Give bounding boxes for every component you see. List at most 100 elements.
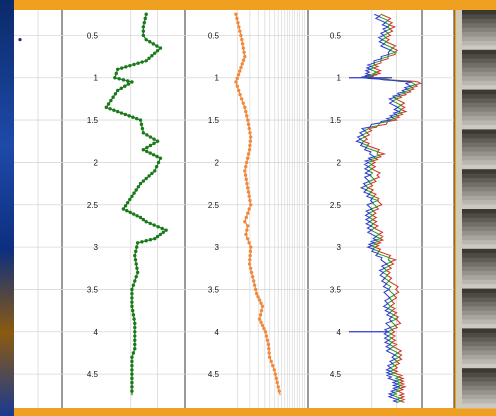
track1-point (244, 215, 248, 220)
track0-point (141, 148, 146, 152)
core-band (456, 301, 496, 307)
core-band (456, 107, 496, 113)
core-band (456, 209, 496, 214)
track0-point (148, 151, 152, 155)
track1-point (244, 177, 248, 182)
track0-point (106, 102, 111, 106)
core-band (456, 133, 496, 139)
core-band (456, 279, 496, 285)
track1-point (246, 122, 251, 127)
track1-point (244, 160, 249, 165)
track1-point (256, 295, 260, 299)
track1-point (249, 135, 253, 139)
track1-point (246, 118, 250, 122)
track1-point (234, 12, 238, 16)
core-band (456, 266, 496, 272)
track0-tick-label-1: 1 (94, 74, 99, 83)
track0-point (153, 169, 157, 173)
track1-point (247, 148, 252, 152)
track0-point (147, 174, 151, 178)
track0-point (152, 137, 156, 141)
track1-point (257, 317, 262, 321)
track0-point (144, 12, 148, 16)
track0-point (125, 200, 130, 205)
track1-point (243, 173, 248, 177)
core-band (456, 85, 496, 91)
core-band (456, 323, 496, 329)
core-band (456, 293, 496, 298)
core-band (456, 257, 496, 263)
track0-point (125, 79, 130, 83)
track1-point (246, 152, 251, 156)
core-band (456, 191, 496, 197)
track0-point (130, 194, 134, 198)
track0-point (132, 317, 136, 321)
core-band (456, 319, 496, 325)
track0-point (133, 253, 137, 258)
track1-point (260, 323, 265, 328)
core-scale-bar (456, 10, 462, 408)
core-band (456, 120, 496, 126)
track1-point (263, 330, 268, 334)
core-band (456, 186, 496, 192)
track0-point (128, 63, 132, 68)
track1-point (235, 76, 239, 81)
track1-tick-label-6: 3.5 (208, 285, 220, 294)
core-band (456, 226, 496, 232)
core-band (456, 297, 496, 303)
track0-tick-label-3: 2 (94, 158, 99, 167)
track1-point (248, 266, 253, 270)
track1-point (246, 190, 251, 194)
track1-point (248, 198, 252, 203)
track0-point (116, 67, 120, 71)
core-band (456, 147, 496, 153)
core-band (456, 32, 496, 38)
track1-point (247, 194, 251, 198)
track1-point (247, 126, 251, 131)
track0-point (133, 258, 138, 262)
core-band (456, 94, 496, 99)
track0-point (134, 275, 138, 279)
track0-point (117, 77, 121, 81)
track1-point (254, 291, 259, 296)
track0-point (135, 266, 139, 270)
track0-point (158, 232, 163, 237)
track0-point (123, 204, 128, 208)
track2-tick-label-8: 4.5 (330, 370, 342, 379)
track1-point (247, 207, 251, 211)
track0-point (141, 25, 146, 29)
core-band (456, 49, 496, 55)
track0-point (130, 287, 134, 292)
core-band (456, 284, 496, 290)
track0-point (108, 107, 112, 111)
track1-point (274, 376, 278, 381)
track0-point (130, 291, 134, 296)
core-band (456, 363, 496, 369)
track1-point (258, 313, 263, 317)
track0-point (154, 164, 159, 169)
track0-point (161, 230, 165, 234)
track0-point (130, 80, 134, 84)
track1-point (248, 249, 253, 254)
track0-point (128, 197, 132, 202)
background-photo (0, 0, 14, 416)
core-band (456, 394, 496, 400)
track1-point (238, 29, 242, 33)
track0-tick-label-2: 1.5 (87, 116, 99, 125)
track0-point (130, 376, 134, 381)
track2-tick-label-4: 2.5 (330, 201, 342, 210)
track0-point (132, 62, 136, 67)
track1-point (251, 279, 256, 283)
track0-point (121, 207, 126, 211)
track0-point (125, 208, 129, 213)
track1-point (277, 389, 281, 393)
core-band (456, 359, 496, 365)
core-band (456, 71, 496, 77)
core-band (456, 155, 496, 161)
core-band (456, 350, 496, 356)
track0-point (155, 234, 160, 239)
core-band (456, 231, 496, 237)
core-band (456, 275, 496, 281)
track1-point (267, 355, 272, 359)
track0-point (133, 338, 137, 342)
